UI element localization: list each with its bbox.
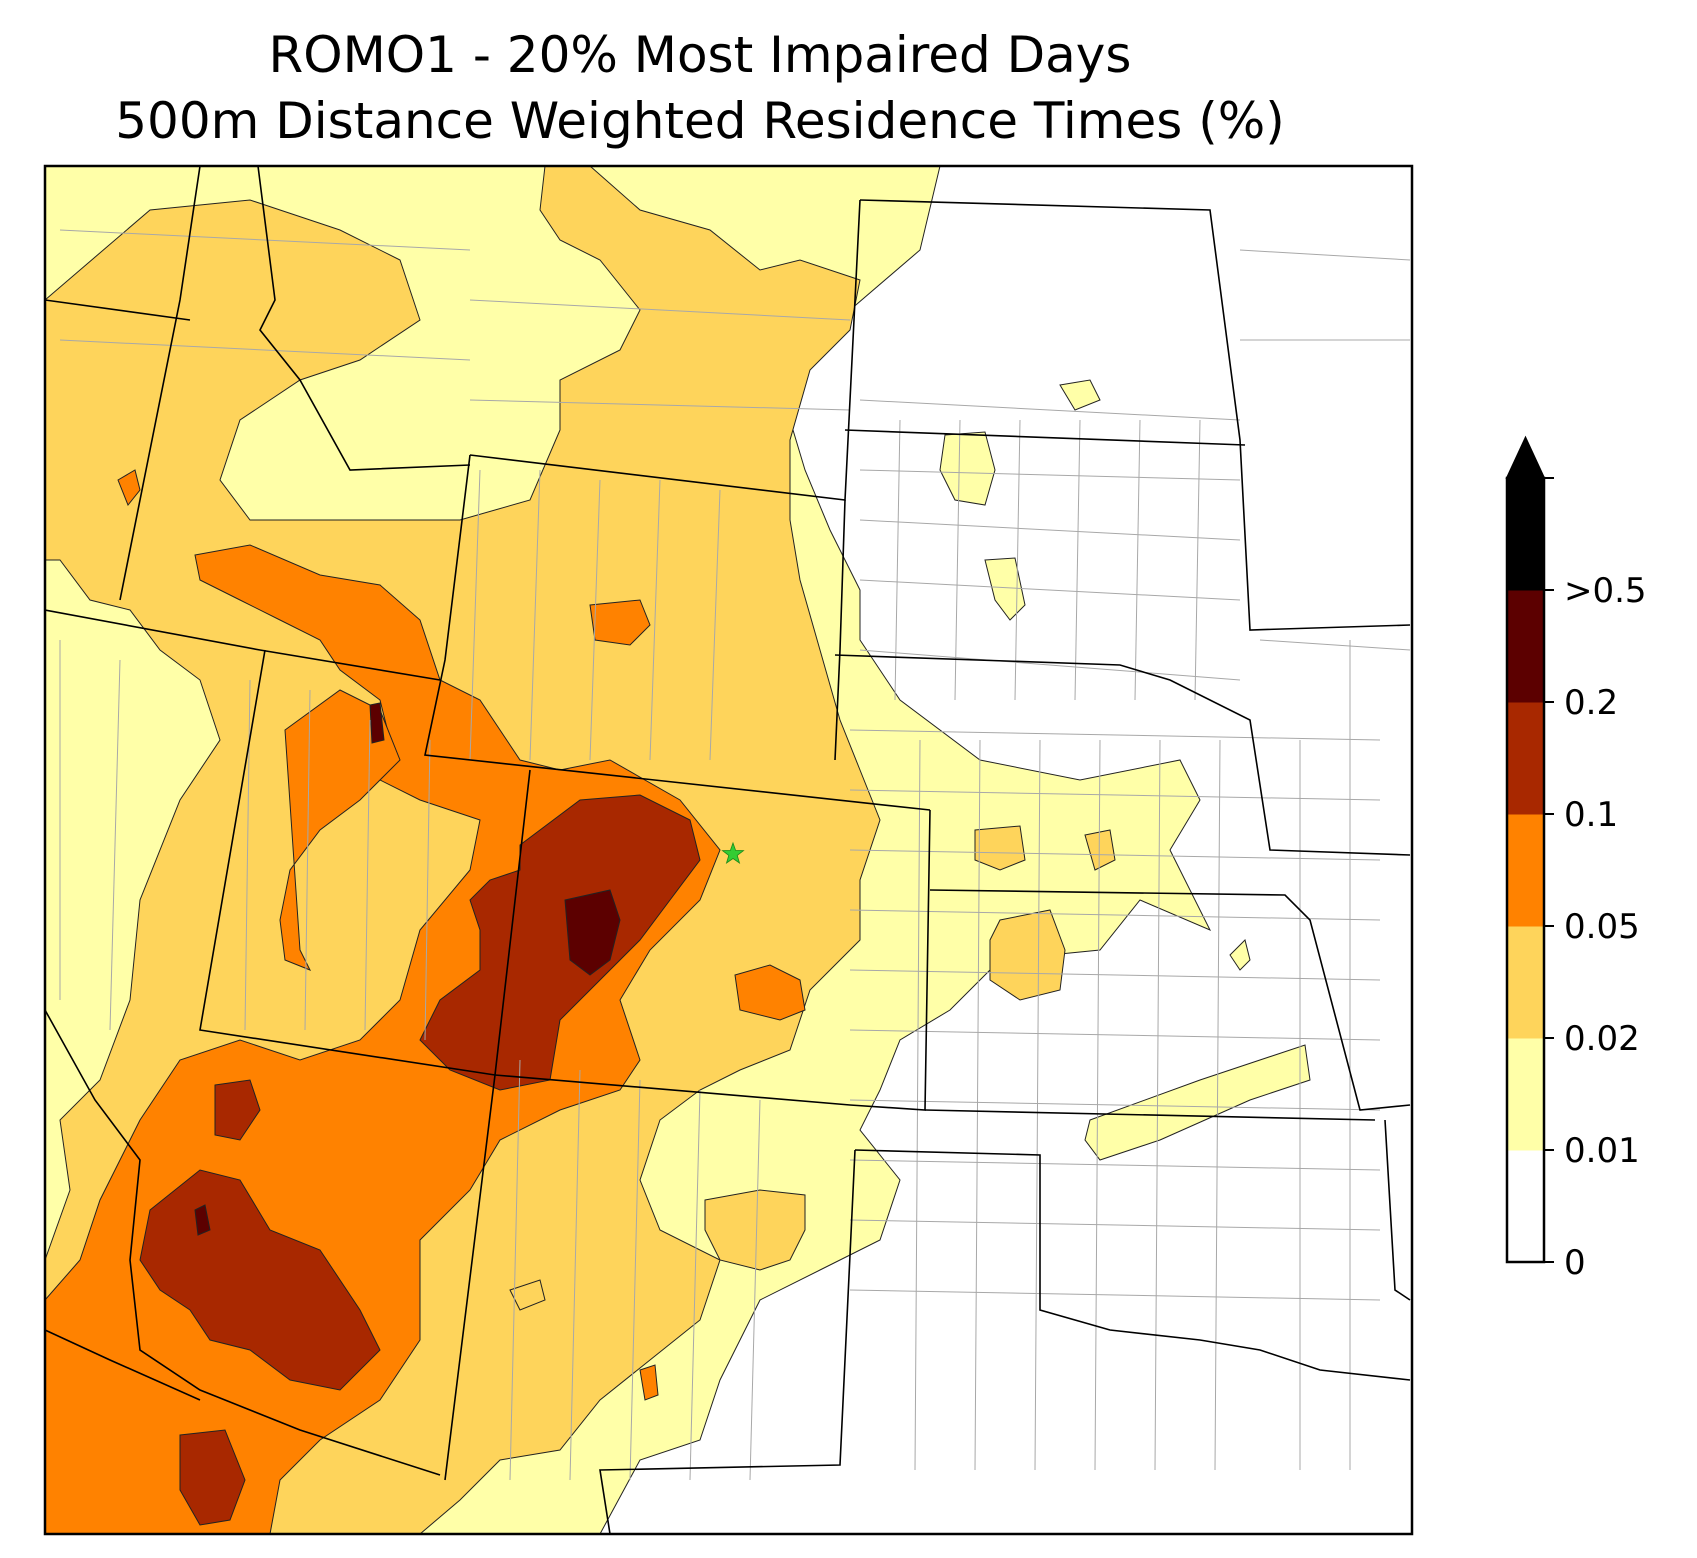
colorbar-tick-label: 0.02 [1564, 1019, 1640, 1059]
colorbar-tick-label: >0.5 [1564, 571, 1647, 611]
colorbar-segment [1507, 926, 1544, 1039]
site-marker-star-icon [721, 841, 745, 864]
title-line-1: ROMO1 - 20% Most Impaired Days [268, 26, 1132, 84]
colorbar-tick-label: 0 [1564, 1243, 1586, 1283]
colorbar-tick-label: 0.1 [1564, 795, 1618, 835]
colorbar-outline [1505, 476, 1546, 1264]
colorbar-segment [1507, 478, 1544, 591]
colorbar-segment [1507, 702, 1544, 815]
county-boundaries [59, 229, 1411, 1481]
colorbar-extend-arrow-icon [1505, 435, 1546, 479]
title-line-2: 500m Distance Weighted Residence Times (… [115, 92, 1285, 150]
colorbar-segment [1507, 1038, 1544, 1151]
colorbar-tick-label: 0.2 [1564, 683, 1618, 723]
colorbar-segment [1507, 814, 1544, 927]
map-content [45, 166, 1412, 1534]
colorbar-segments [1507, 478, 1544, 1263]
colorbar-ticks: 0 0.01 0.02 0.05 0.1 0.2 >0.5 [1544, 477, 1647, 1283]
colorbar-segment [1507, 590, 1544, 703]
colorbar-tick-label: 0.05 [1564, 907, 1640, 947]
state-boundaries [45, 166, 1411, 1534]
colorbar-tick-label: 0.01 [1564, 1131, 1640, 1171]
map-frame [43, 164, 1414, 1536]
contour-band-0.2 [194, 702, 621, 1236]
colorbar-segment [1507, 1150, 1544, 1263]
